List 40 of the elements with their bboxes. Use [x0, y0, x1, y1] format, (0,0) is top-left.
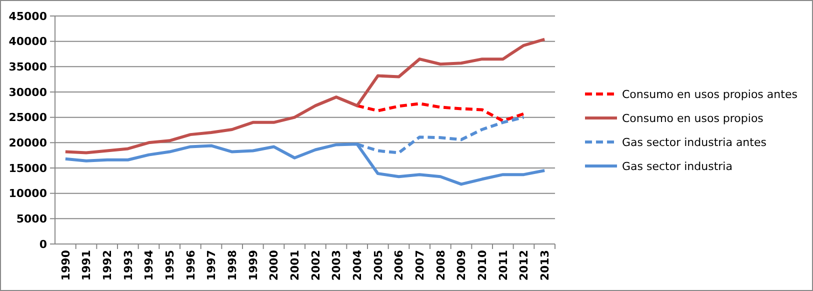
line-series — [64, 38, 546, 154]
x-tick-label: 1997 — [205, 250, 218, 281]
x-tick-label: 2013 — [538, 250, 552, 281]
y-tick-label: 40000 — [8, 35, 48, 48]
x-tick-label: 1998 — [226, 250, 239, 281]
x-tick-label: 1993 — [122, 250, 135, 281]
x-tick-label: 2002 — [309, 250, 322, 281]
x-tick-label: 2006 — [392, 250, 406, 281]
y-tick-label: 25000 — [8, 111, 48, 124]
x-tick-label: 1990 — [59, 250, 72, 281]
x-tick-label: 2005 — [372, 250, 385, 281]
y-tick-label: 35000 — [8, 60, 48, 74]
x-tick-label: 1991 — [80, 250, 94, 281]
x-tick-label: 2008 — [434, 250, 448, 281]
x-tick-label: 2004 — [350, 250, 364, 281]
x-tick-label: 2001 — [288, 250, 302, 281]
line-series — [356, 102, 526, 122]
y-tick-label: 15000 — [8, 162, 48, 175]
x-tick-label: 1994 — [142, 250, 156, 281]
x-tick-label: 2003 — [330, 250, 344, 281]
legend-label: Gas sector industria antes — [622, 136, 767, 149]
x-tick-label: 1995 — [163, 250, 176, 281]
x-tick-label: 2007 — [413, 250, 426, 281]
y-tick-label: 10000 — [8, 187, 48, 200]
x-tick-label: 1999 — [246, 250, 260, 281]
legend-label: Gas sector industria — [622, 160, 732, 173]
y-tick-label: 5000 — [16, 212, 48, 226]
y-tick-label: 0 — [39, 238, 48, 251]
x-tick-label: 2000 — [268, 250, 281, 281]
x-tick-label: 2011 — [496, 250, 510, 281]
y-tick-label: 45000 — [8, 10, 48, 23]
x-tick-label: 2012 — [518, 250, 531, 281]
x-tick-label: 1992 — [100, 250, 114, 281]
x-tick-label: 2009 — [455, 250, 468, 281]
legend-label: Consumo en usos propios — [622, 112, 764, 125]
legend-label: Consumo en usos propios antes — [622, 88, 798, 101]
y-tick-label: 30000 — [8, 86, 48, 99]
x-tick-label: 1996 — [184, 250, 198, 281]
x-tick-label: 2010 — [476, 250, 489, 281]
y-tick-label: 20000 — [8, 136, 48, 150]
